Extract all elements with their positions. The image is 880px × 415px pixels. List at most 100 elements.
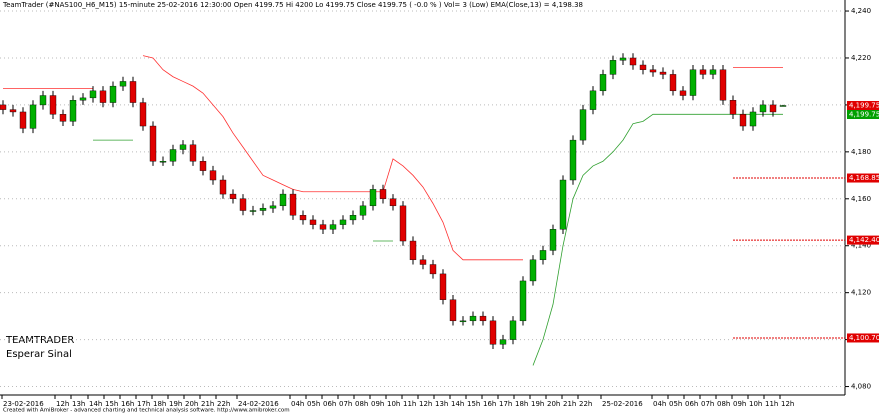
candle-body [719,69,727,101]
x-tick-label: 06h [323,400,336,408]
candle-body [639,64,647,70]
x-tick-label: 16h [483,400,496,408]
x-tick-label: 04h [653,400,666,408]
x-tick-label: 22h [579,400,592,408]
x-tick-label: 12h [781,400,794,408]
candle-body [489,320,497,345]
x-tick-label: 09h [371,400,384,408]
candle-body [599,74,607,92]
x-tick-label: 18h [515,400,528,408]
candle-body [549,229,557,251]
candle-body [569,139,577,181]
x-tick-label: 16h [121,400,134,408]
candle-body [759,104,767,113]
x-tick-label: 06h [685,400,698,408]
candle-body [449,299,457,322]
candle-body [659,71,667,75]
candle-body [519,280,527,322]
x-tick-label: 23-02-2016 [3,400,44,408]
candle-body [439,273,447,300]
candle-body [469,315,477,322]
candle-body [359,205,367,216]
candle-body [509,320,517,340]
x-tick-label: 20h [547,400,560,408]
candle-body [199,161,207,171]
candle-body [59,114,67,122]
candle-body [229,193,237,199]
annotation: TEAMTRADER [5,335,74,346]
candle-body [99,90,107,103]
candle-body [209,170,217,181]
candle-body [329,224,337,230]
level-label: 4,142.40 [849,236,880,244]
candle-body [179,144,187,150]
x-tick-label: 05h [669,400,682,408]
candle-body [419,259,427,265]
candle-body [339,219,347,225]
x-tick-label: 05h [307,400,320,408]
candle-body [679,90,687,96]
x-tick-label: 17h [499,400,512,408]
candle-body [259,207,267,211]
candle-body [709,69,717,75]
candle-body [249,210,257,212]
candle-body [609,60,617,75]
candle-body [29,104,37,129]
x-tick-label: 21h [563,400,576,408]
y-tick-label: 4,140 [851,242,871,250]
candle-body [109,85,117,103]
price-label: 4,199.75 [849,101,880,109]
x-tick-label: 19h [531,400,544,408]
candle-body [189,144,197,162]
x-tick-label: 07h [339,400,352,408]
x-tick-label: 15h [105,400,118,408]
y-tick-label: 4,180 [851,148,871,156]
x-tick-label: 20h [185,400,198,408]
x-tick-label: 14h [89,400,102,408]
candle-body [169,149,177,162]
level-box [847,235,879,245]
candle-body [499,339,507,345]
footer: Created with AmiBroker - advanced charti… [3,408,290,414]
level-label: 4,100.70 [849,334,880,342]
candle-body [729,100,737,115]
candle-body [739,114,747,127]
candle-body [159,161,167,163]
price-label: 4,199.75 [849,110,880,118]
candle-body [299,215,307,221]
price-box [847,109,879,119]
x-tick-label: 12h [419,400,432,408]
candle-body [69,100,77,122]
candle-body [149,125,157,162]
candle-body [279,193,287,207]
x-tick-label: 04h [291,400,304,408]
candle-body [9,109,17,113]
candle-body [619,57,627,61]
candle-body [669,74,677,92]
x-tick-label: 10h [387,400,400,408]
x-tick-label: 21h [201,400,214,408]
candle-body [559,179,567,230]
candle-body [779,105,787,107]
x-tick-label: 11h [403,400,416,408]
candle-body [649,69,657,73]
candle-body [269,205,277,209]
level-box [847,333,879,343]
x-tick-label: 09h [733,400,746,408]
candle-body [689,69,697,96]
level-box [847,173,879,183]
candle-body [379,189,387,199]
candle-body [129,81,137,103]
candle-body [369,189,377,207]
candle-body [119,81,127,87]
candle-body [429,264,437,275]
x-tick-label: 08h [355,400,368,408]
candle-body [79,97,87,101]
x-tick-label: 07h [701,400,714,408]
x-tick-label: 10h [749,400,762,408]
candle-body [349,215,357,221]
candle-body [589,90,597,110]
candle-body [309,219,317,225]
